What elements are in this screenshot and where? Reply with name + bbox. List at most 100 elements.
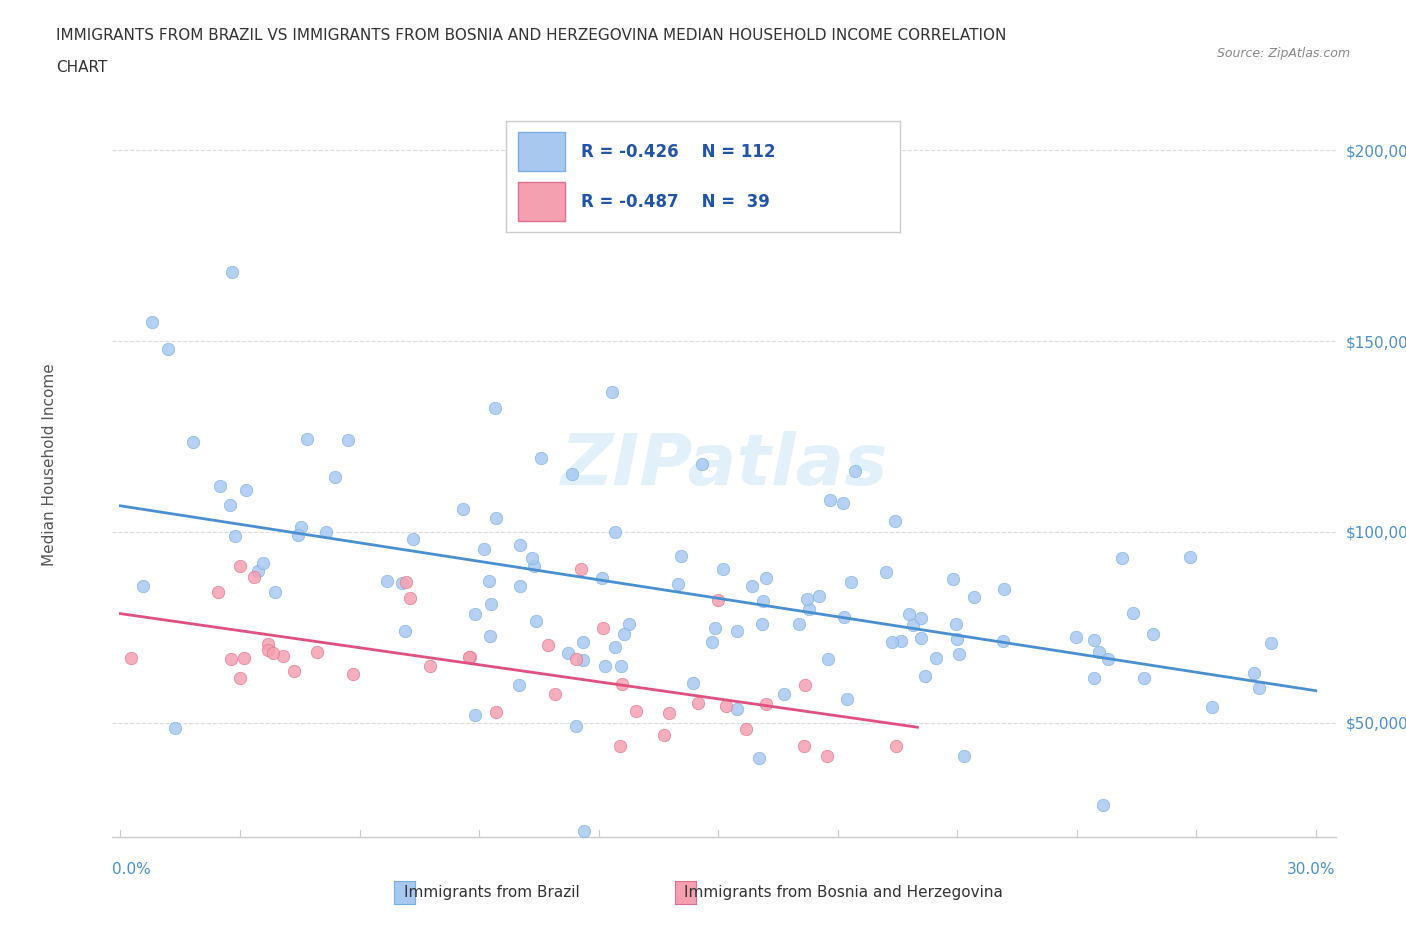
Point bbox=[725, 702, 748, 717]
Point bbox=[666, 577, 689, 591]
Point bbox=[524, 614, 547, 629]
Point bbox=[1133, 671, 1156, 685]
Point bbox=[610, 677, 633, 692]
Point bbox=[794, 677, 817, 692]
Point bbox=[451, 501, 474, 516]
Point bbox=[948, 647, 970, 662]
Point bbox=[835, 691, 858, 706]
Point bbox=[619, 617, 641, 631]
Point bbox=[141, 314, 163, 329]
Point bbox=[716, 699, 738, 714]
Point bbox=[755, 571, 778, 586]
Point bbox=[1243, 665, 1265, 680]
Point bbox=[702, 635, 724, 650]
Point bbox=[395, 575, 418, 590]
Point bbox=[682, 676, 704, 691]
Point bbox=[844, 464, 866, 479]
Point bbox=[751, 617, 773, 631]
Point bbox=[522, 551, 544, 565]
Point bbox=[609, 738, 631, 753]
Point bbox=[375, 574, 398, 589]
Point bbox=[880, 634, 903, 649]
Point bbox=[832, 496, 855, 511]
Point bbox=[478, 574, 501, 589]
Point bbox=[818, 492, 841, 507]
Point bbox=[571, 634, 593, 649]
Point bbox=[257, 643, 280, 658]
Point bbox=[603, 640, 626, 655]
Point bbox=[157, 341, 180, 356]
Point bbox=[235, 483, 257, 498]
Point bbox=[569, 561, 592, 576]
Point bbox=[163, 721, 186, 736]
Point bbox=[897, 607, 920, 622]
Point bbox=[772, 687, 794, 702]
Point bbox=[572, 824, 595, 839]
Point bbox=[1249, 680, 1271, 695]
Point bbox=[458, 649, 481, 664]
Text: CHART: CHART bbox=[56, 60, 108, 75]
Point bbox=[572, 653, 595, 668]
Point bbox=[993, 581, 1015, 596]
Point bbox=[337, 432, 360, 447]
Point bbox=[181, 434, 204, 449]
Point bbox=[963, 590, 986, 604]
Point bbox=[509, 538, 531, 552]
Point bbox=[1064, 630, 1087, 644]
Point bbox=[815, 749, 838, 764]
Point bbox=[342, 667, 364, 682]
Point bbox=[669, 549, 692, 564]
Point bbox=[402, 531, 425, 546]
Point bbox=[472, 541, 495, 556]
Point bbox=[481, 596, 503, 611]
Point bbox=[832, 610, 855, 625]
Point bbox=[242, 570, 264, 585]
Point bbox=[910, 631, 932, 645]
Point bbox=[323, 470, 346, 485]
Point bbox=[1097, 652, 1119, 667]
Point bbox=[1111, 551, 1133, 565]
Point bbox=[209, 479, 232, 494]
Point bbox=[557, 646, 579, 661]
Point bbox=[207, 584, 229, 599]
Point bbox=[523, 559, 546, 574]
Point bbox=[725, 623, 748, 638]
Point bbox=[290, 519, 312, 534]
Point bbox=[464, 707, 486, 722]
Text: IMMIGRANTS FROM BRAZIL VS IMMIGRANTS FROM BOSNIA AND HERZEGOVINA MEDIAN HOUSEHOL: IMMIGRANTS FROM BRAZIL VS IMMIGRANTS FRO… bbox=[56, 28, 1007, 43]
Point bbox=[626, 704, 648, 719]
Point bbox=[793, 738, 815, 753]
Point bbox=[399, 591, 422, 605]
Point bbox=[252, 556, 274, 571]
Point bbox=[884, 513, 907, 528]
Text: Immigrants from Bosnia and Herzegovina: Immigrants from Bosnia and Herzegovina bbox=[685, 885, 1002, 900]
Point bbox=[1121, 606, 1143, 621]
Point bbox=[287, 527, 309, 542]
Point bbox=[458, 650, 481, 665]
Point bbox=[925, 650, 948, 665]
Text: ZIPatlas: ZIPatlas bbox=[561, 431, 887, 499]
Text: R = -0.487    N =  39: R = -0.487 N = 39 bbox=[581, 193, 770, 211]
Point bbox=[478, 629, 501, 644]
Point bbox=[593, 658, 616, 673]
Text: Immigrants from Brazil: Immigrants from Brazil bbox=[405, 885, 579, 900]
Point bbox=[991, 634, 1014, 649]
Point bbox=[890, 633, 912, 648]
Point bbox=[1088, 644, 1111, 659]
Point bbox=[219, 498, 242, 512]
Point bbox=[221, 265, 243, 280]
Point bbox=[257, 636, 280, 651]
Point bbox=[613, 626, 636, 641]
Y-axis label: Median Household Income: Median Household Income bbox=[42, 364, 56, 566]
Point bbox=[484, 400, 506, 415]
FancyBboxPatch shape bbox=[517, 132, 565, 171]
Point bbox=[914, 668, 936, 683]
Point bbox=[1083, 671, 1105, 685]
Point bbox=[229, 558, 252, 573]
Point bbox=[711, 562, 734, 577]
Point bbox=[219, 652, 242, 667]
Point bbox=[658, 705, 681, 720]
Point bbox=[609, 658, 631, 673]
Point bbox=[605, 525, 627, 539]
Point bbox=[464, 606, 486, 621]
